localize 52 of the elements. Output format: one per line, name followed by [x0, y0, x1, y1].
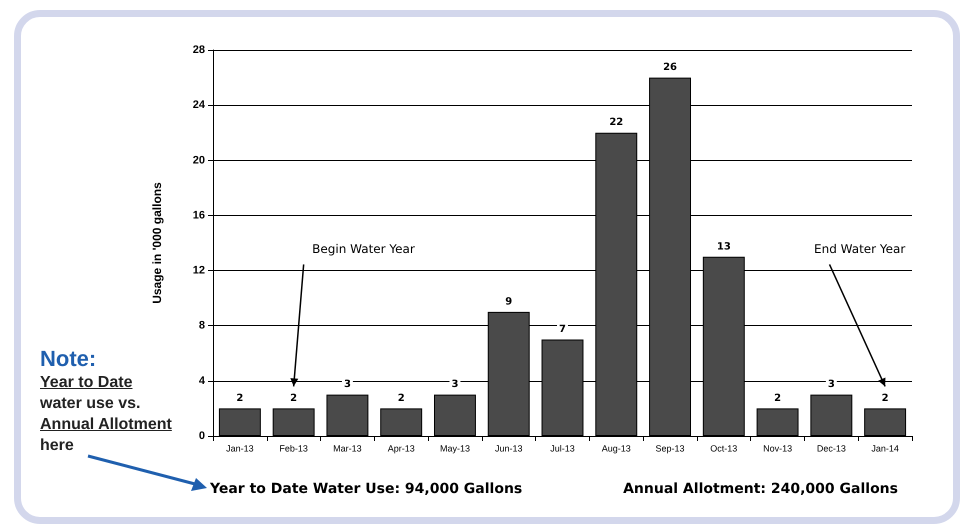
y-tick-label: 20: [192, 154, 205, 166]
bar: [218, 408, 261, 436]
data-label: 3: [828, 379, 835, 390]
x-tick-label: Jun-13: [494, 444, 522, 454]
data-label: 3: [451, 379, 458, 390]
text: Note:: [40, 346, 98, 372]
bar: [380, 408, 422, 436]
data-label: 2: [398, 392, 405, 404]
x-tick-label: Dec-13: [816, 444, 846, 454]
text: here: [40, 436, 75, 456]
bar: [326, 394, 368, 436]
data-label: 3: [344, 379, 351, 390]
y-axis-title: Usage in '000 gallons: [150, 182, 164, 304]
data-label: 2: [236, 392, 244, 404]
x-tick-label: Oct-13: [710, 444, 738, 454]
y-tick-label: 4: [198, 374, 206, 387]
data-label: 13: [716, 241, 731, 252]
y-tick-label: 24: [192, 99, 206, 112]
text: Year to Date Water Use: 94,000 Gallons: [210, 481, 522, 497]
y-tick-label: 8: [198, 320, 205, 332]
bar: [434, 394, 476, 436]
data-label: 7: [559, 324, 566, 335]
data-label: 2: [290, 392, 298, 404]
bar: [864, 408, 906, 436]
data-label: 2: [882, 392, 889, 404]
y-tick-label: 0: [198, 430, 205, 442]
data-label: 26: [663, 62, 678, 74]
x-tick-label: Jul-13: [550, 444, 575, 454]
x-tick-label: May-13: [440, 444, 470, 454]
x-tick-label: Aug-13: [602, 444, 631, 454]
x-tick-label: Nov-13: [763, 444, 792, 454]
x-tick-label: Mar-13: [333, 444, 362, 454]
text: Annual Allotment: [40, 415, 172, 435]
text: Year to Date: [40, 373, 134, 393]
y-tick-label: 12: [192, 264, 205, 277]
x-tick-label: Sep-13: [656, 444, 685, 454]
text: Annual Allotment: 240,000 Gallons: [623, 481, 898, 497]
y-tick-label: 28: [192, 44, 205, 56]
data-label: 22: [609, 117, 624, 128]
annotation: Begin Water Year: [312, 242, 415, 256]
bar: [810, 394, 852, 436]
y-tick-label: 16: [192, 209, 205, 222]
data-label: 2: [774, 392, 782, 404]
x-tick-label: Apr-13: [388, 444, 415, 454]
annotation: End Water Year: [814, 242, 906, 256]
bar: [272, 408, 315, 436]
x-tick-label: Feb-13: [279, 444, 308, 454]
text: water use vs.: [40, 394, 142, 414]
x-tick-label: Jan-13: [226, 444, 254, 454]
data-label: 9: [505, 296, 512, 308]
bar: [756, 408, 799, 436]
x-tick-label: Jan-14: [871, 444, 899, 454]
